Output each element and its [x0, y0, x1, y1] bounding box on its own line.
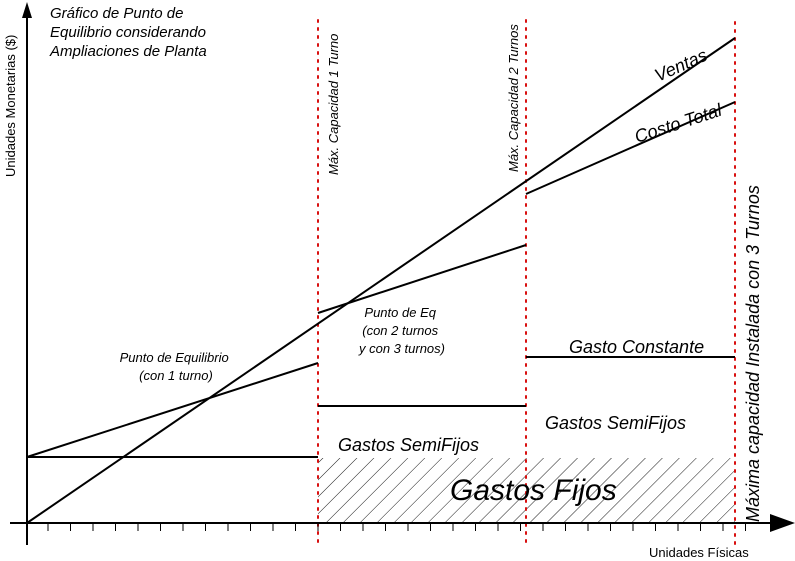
x-axis-ticks [47, 523, 746, 531]
total-cost-label: Costo Total [632, 100, 725, 147]
gastos-semifijos-left-label: Gastos SemiFijos [338, 435, 479, 455]
total-cost-line-segment-3 [525, 101, 736, 195]
break-even-1-line-1: Punto de Equilibrio [120, 350, 229, 365]
title-line-2: Equilibrio considerando [50, 24, 206, 41]
gasto-constante-label: Gasto Constante [569, 337, 704, 357]
y-axis-arrow-icon [22, 2, 32, 18]
sales-label: Ventas [651, 45, 710, 86]
gastos-fijos-label: Gastos Fijos [450, 474, 617, 507]
break-even-2-line-3: y con 3 turnos) [358, 341, 445, 356]
break-even-2-line-1: Punto de Eq [364, 305, 436, 320]
total-cost-line-segment-2 [317, 244, 527, 314]
total-cost-line-segment-1 [26, 362, 319, 458]
gastos-semifijos-right-label: Gastos SemiFijos [545, 413, 686, 433]
x-axis-label: Unidades Físicas [649, 545, 749, 560]
capacity-1-shift-label: Máx. Capacidad 1 Turno [326, 34, 341, 175]
capacity-3-shifts-label: Máxima capacidad Instalada con 3 Turnos [743, 185, 763, 522]
capacity-2-shifts-label: Máx. Capacidad 2 Turnos [506, 24, 521, 172]
diagram-title: Gráfico de Punto de Equilibrio considera… [49, 5, 210, 60]
title-line-1: Gráfico de Punto de [50, 5, 183, 22]
y-axis-label: Unidades Monetarias ($) [3, 35, 18, 177]
sales-line [26, 37, 736, 524]
x-axis-arrow-icon [770, 514, 795, 532]
break-even-1-shift-label: Punto de Equilibrio (con 1 turno) [120, 350, 233, 383]
break-even-2-shifts-label: Punto de Eq (con 2 turnos y con 3 turnos… [358, 305, 445, 356]
title-line-3: Ampliaciones de Planta [49, 43, 207, 60]
break-even-2-line-2: (con 2 turnos [362, 323, 438, 338]
break-even-1-line-2: (con 1 turno) [139, 368, 213, 383]
